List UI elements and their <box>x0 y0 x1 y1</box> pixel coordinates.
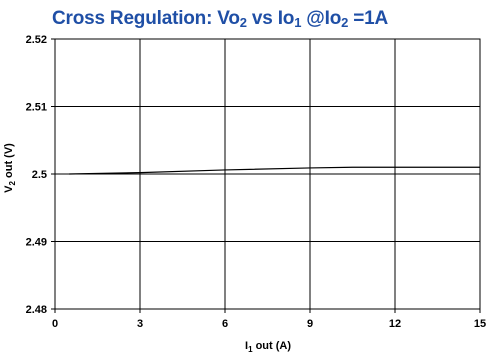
y-axis-label: V2 out (V) <box>3 143 17 193</box>
x-tick-label: 15 <box>474 318 486 330</box>
chart-title: Cross Regulation: Vo2 vs Io1 @Io2 =1A <box>51 8 389 30</box>
x-tick-label: 9 <box>307 318 313 330</box>
x-tick-label: 12 <box>389 318 401 330</box>
x-tick-labels: 0 3 6 9 12 15 <box>52 309 486 330</box>
y-tick-label: 2.5 <box>32 169 47 181</box>
x-tick-label: 6 <box>222 318 228 330</box>
y-tick-labels: 2.52 2.51 2.5 2.49 2.48 <box>26 34 55 316</box>
series-lines <box>69 166 480 175</box>
y-tick-label: 2.48 <box>26 304 47 316</box>
grid-lines <box>54 38 481 310</box>
x-axis-label: I1 out (A) <box>245 340 291 354</box>
y-tick-label: 2.52 <box>26 34 47 46</box>
x-tick-label: 3 <box>137 318 143 330</box>
y-tick-label: 2.51 <box>26 102 47 114</box>
y-tick-label: 2.49 <box>26 237 47 249</box>
series-line <box>69 166 480 175</box>
x-tick-label: 0 <box>52 318 58 330</box>
